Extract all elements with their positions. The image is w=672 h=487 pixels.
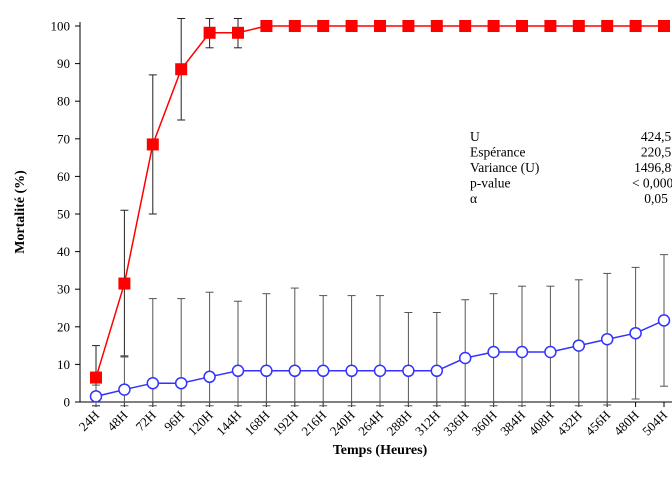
x-tick-label: 216H (298, 408, 329, 439)
data-point-square (601, 20, 614, 32)
data-point-circle (600, 332, 614, 346)
stats-label: Espérance (470, 145, 525, 160)
y-tick-label: 30 (57, 282, 70, 297)
y-tick-label: 40 (57, 244, 70, 259)
x-tick-label: 48H (104, 408, 130, 434)
data-point-square (402, 20, 415, 32)
stats-label: U (470, 129, 480, 144)
data-point-circle (572, 339, 586, 352)
data-point-circle (231, 364, 245, 378)
data-point-square (658, 20, 670, 32)
x-tick-label: 24H (76, 408, 102, 434)
x-tick-label: 264H (355, 408, 386, 439)
data-point-square (345, 20, 358, 32)
data-point-circle (316, 364, 330, 378)
data-point-circle (430, 364, 444, 378)
x-tick-label: 360H (469, 408, 500, 439)
x-tick-label: 120H (185, 408, 216, 439)
data-point-square (146, 138, 159, 151)
y-axis-title: Mortalité (%) (13, 170, 28, 254)
data-point-square (629, 20, 642, 32)
stats-label: α (470, 191, 477, 206)
stats-value: < 0,0001 (632, 176, 672, 191)
data-point-circle (458, 351, 472, 365)
x-tick-label: 408H (525, 408, 556, 439)
stats-value: 0,05 (644, 191, 668, 206)
data-point-circle (487, 345, 500, 359)
x-tick-label: 456H (582, 408, 613, 439)
data-point-square (203, 26, 216, 39)
x-tick-label: 96H (161, 408, 187, 434)
stats-value: 220,5 (641, 145, 672, 160)
data-point-circle (174, 376, 188, 390)
x-tick-label: 312H (412, 408, 443, 439)
x-tick-label: 72H (132, 408, 158, 434)
data-point-square (90, 371, 102, 384)
data-point-square (232, 26, 244, 39)
data-point-square (459, 20, 472, 32)
x-tick-label: 144H (213, 408, 244, 439)
y-tick-label: 20 (57, 319, 70, 334)
stats-value: 424,5 (641, 129, 672, 144)
data-point-square (544, 20, 557, 32)
data-point-circle (89, 390, 103, 403)
data-point-square (118, 277, 131, 290)
y-tick-label: 80 (57, 94, 70, 109)
data-point-square (516, 20, 528, 32)
data-point-circle (629, 326, 642, 340)
x-axis-title: Temps (Heures) (333, 443, 428, 458)
data-point-square (430, 20, 443, 32)
data-point-circle (118, 383, 131, 396)
data-point-circle (146, 376, 160, 390)
x-tick-label: 432H (554, 408, 585, 439)
stats-label: p-value (470, 176, 510, 191)
x-tick-label: 240H (327, 408, 358, 439)
stats-value: 1496,89 (634, 160, 672, 175)
data-point-circle (345, 364, 358, 378)
x-tick-label: 384H (497, 408, 528, 439)
markers (89, 20, 671, 403)
data-point-square (260, 20, 273, 32)
data-point-square (175, 63, 188, 76)
stats-table: U 424,5 Espérance 220,5 Variance (U) 1496,89 p… (470, 129, 672, 206)
y-tick-label: 0 (64, 395, 71, 410)
data-point-circle (657, 314, 671, 327)
data-point-square (288, 20, 301, 32)
x-tick-label: 168H (241, 408, 272, 439)
x-ticks: 24H 48H 72H 96H120H144H168H192H216H240H264H… (76, 402, 670, 439)
y-tick-label: 10 (57, 357, 70, 372)
x-tick-label: 480H (611, 408, 642, 439)
y-ticks: 0 10 20 30 40 50 60 70 80 90 100 (51, 19, 80, 410)
y-tick-label: 70 (57, 131, 70, 146)
y-tick-label: 90 (57, 56, 70, 71)
data-point-circle (373, 364, 387, 378)
data-point-circle (288, 364, 302, 378)
data-point-square (487, 20, 500, 32)
x-tick-label: 336H (440, 408, 471, 439)
data-point-square (317, 20, 330, 32)
data-point-circle (544, 345, 557, 359)
y-tick-label: 100 (51, 19, 71, 34)
data-point-square (374, 20, 386, 32)
data-point-circle (203, 370, 216, 384)
x-tick-label: 288H (383, 408, 414, 439)
data-point-circle (402, 364, 415, 378)
stats-label: Variance (U) (470, 160, 539, 175)
y-tick-label: 60 (57, 169, 70, 184)
axes (79, 22, 672, 403)
x-tick-label: 192H (270, 408, 301, 439)
x-tick-label: 504H (639, 408, 670, 439)
data-point-circle (515, 345, 529, 359)
y-tick-label: 50 (57, 207, 70, 222)
data-point-circle (260, 364, 273, 378)
data-point-square (572, 20, 585, 32)
